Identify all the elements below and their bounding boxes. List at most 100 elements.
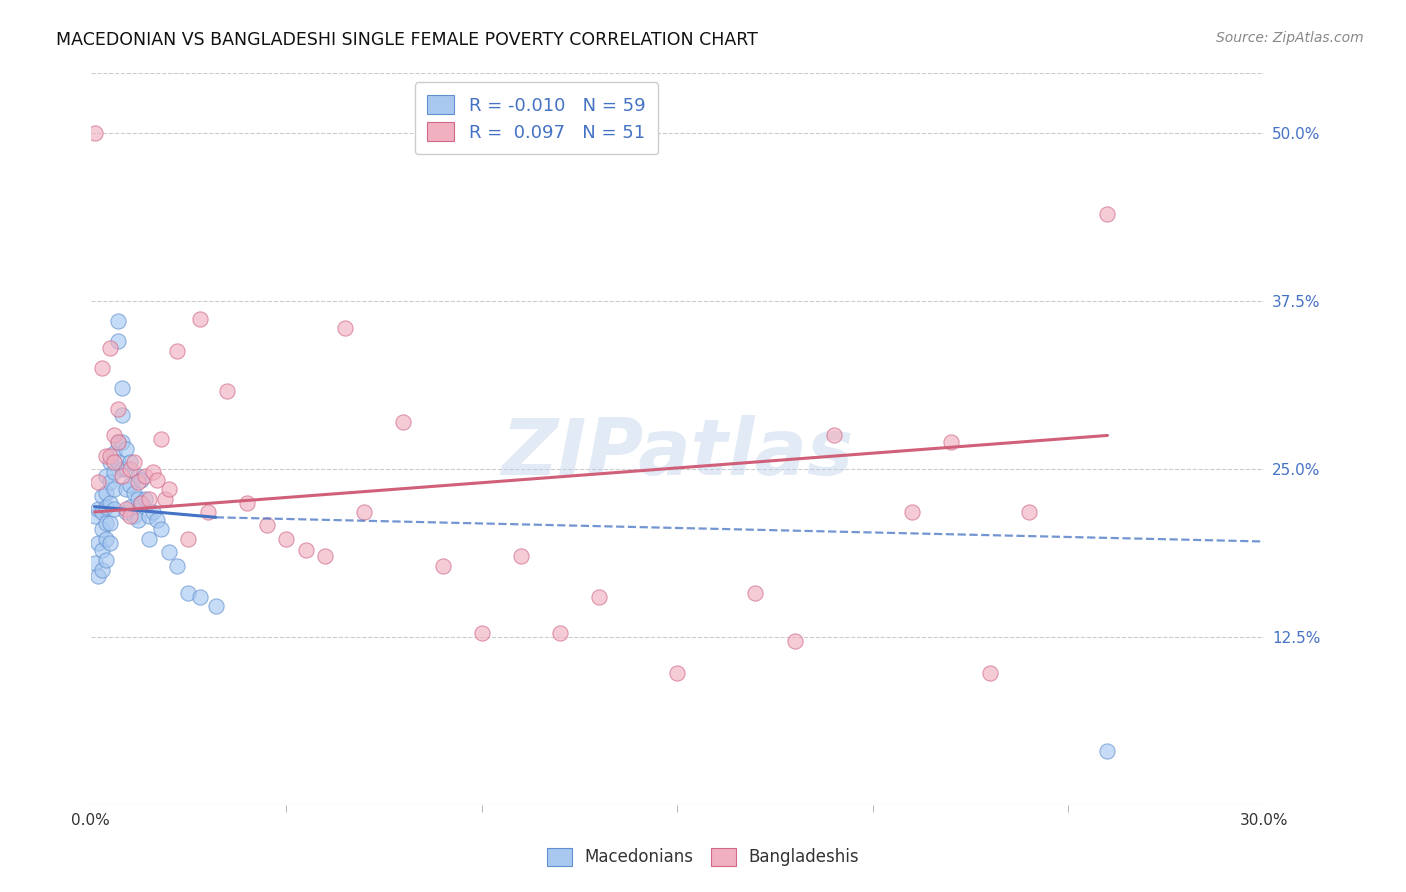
Point <box>353 505 375 519</box>
Point <box>114 462 136 476</box>
Point <box>146 513 169 527</box>
Point <box>96 468 118 483</box>
Point <box>188 590 211 604</box>
Point <box>98 536 121 550</box>
Point <box>204 599 226 613</box>
Text: MACEDONIAN VS BANGLADESHI SINGLE FEMALE POVERTY CORRELATION CHART: MACEDONIAN VS BANGLADESHI SINGLE FEMALE … <box>56 31 758 49</box>
Point <box>127 475 149 490</box>
Point <box>83 508 105 523</box>
Point <box>1018 505 1040 519</box>
Point <box>111 381 134 395</box>
Point <box>96 516 118 530</box>
Point <box>98 341 121 355</box>
Point <box>96 449 118 463</box>
Point <box>177 585 200 599</box>
Point <box>509 549 531 564</box>
Point <box>217 384 239 398</box>
Point <box>588 590 610 604</box>
Point <box>118 500 141 514</box>
Point <box>118 508 141 523</box>
Point <box>87 569 110 583</box>
Point <box>111 468 134 483</box>
Point <box>111 435 134 450</box>
Point <box>98 475 121 490</box>
Point <box>96 532 118 546</box>
Text: Source: ZipAtlas.com: Source: ZipAtlas.com <box>1216 31 1364 45</box>
Point <box>134 468 156 483</box>
Point <box>150 523 173 537</box>
Point <box>114 482 136 496</box>
Point <box>98 495 121 509</box>
Point <box>131 473 153 487</box>
Point <box>150 433 173 447</box>
Point <box>783 633 806 648</box>
Point <box>96 500 118 514</box>
Point <box>118 455 141 469</box>
Point <box>98 455 121 469</box>
Point <box>87 536 110 550</box>
Point <box>111 462 134 476</box>
Point <box>142 465 165 479</box>
Point <box>118 462 141 476</box>
Point <box>107 401 129 416</box>
Point <box>127 513 149 527</box>
Point <box>87 475 110 490</box>
Point <box>91 563 114 577</box>
Point <box>1097 207 1119 221</box>
Point <box>114 442 136 456</box>
Point <box>91 542 114 557</box>
Point <box>157 545 180 559</box>
Point <box>107 435 129 450</box>
Point <box>979 666 1001 681</box>
Point <box>294 542 316 557</box>
Text: ZIPatlas: ZIPatlas <box>501 416 853 491</box>
Point <box>142 505 165 519</box>
Point <box>157 482 180 496</box>
Point <box>548 625 571 640</box>
Point <box>138 508 160 523</box>
Point <box>131 495 153 509</box>
Point <box>118 478 141 492</box>
Point <box>103 482 125 496</box>
Point <box>114 505 136 519</box>
Point <box>236 495 259 509</box>
Point <box>314 549 336 564</box>
Point <box>91 505 114 519</box>
Point <box>166 343 188 358</box>
Point <box>138 532 160 546</box>
Point <box>103 455 125 469</box>
Point <box>276 532 298 546</box>
Point <box>91 523 114 537</box>
Point <box>823 428 845 442</box>
Point <box>166 558 188 573</box>
Point <box>103 446 125 460</box>
Point <box>138 491 160 506</box>
Point <box>197 505 219 519</box>
Legend: Macedonians, Bangladeshis: Macedonians, Bangladeshis <box>540 841 866 873</box>
Point <box>103 465 125 479</box>
Legend: R = -0.010   N = 59, R =  0.097   N = 51: R = -0.010 N = 59, R = 0.097 N = 51 <box>415 82 658 154</box>
Point <box>83 556 105 570</box>
Point <box>96 486 118 500</box>
Point <box>107 435 129 450</box>
Point <box>111 409 134 423</box>
Point <box>103 502 125 516</box>
Point <box>471 625 494 640</box>
Point <box>122 508 145 523</box>
Point <box>1097 744 1119 758</box>
Point <box>107 314 129 328</box>
Point <box>98 516 121 530</box>
Point <box>91 361 114 376</box>
Point <box>83 127 105 141</box>
Point <box>146 473 169 487</box>
Point <box>98 449 121 463</box>
Point <box>107 334 129 349</box>
Point <box>392 415 415 429</box>
Point <box>134 491 156 506</box>
Point <box>96 553 118 567</box>
Point <box>177 532 200 546</box>
Point <box>188 311 211 326</box>
Point <box>901 505 924 519</box>
Point <box>107 455 129 469</box>
Y-axis label: Single Female Poverty: Single Female Poverty <box>0 353 7 524</box>
